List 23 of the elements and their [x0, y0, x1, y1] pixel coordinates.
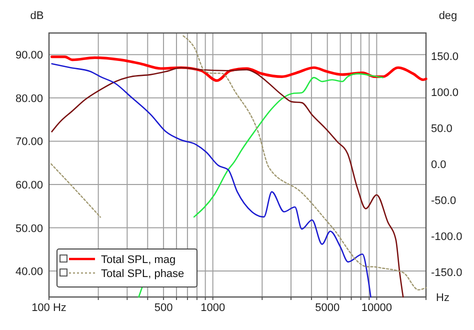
y2-tick-label: 150.0: [431, 51, 459, 64]
x-axis-title: Hz: [436, 292, 450, 304]
x-tick-label: 10000: [361, 302, 392, 314]
y-tick-label: 80.00: [15, 92, 43, 105]
y2-tick-label: -50.0: [431, 194, 456, 207]
y-axis-title: dB: [30, 10, 44, 22]
x-tick-label: 5000: [315, 302, 340, 314]
legend-label: Total SPL, phase: [101, 268, 184, 280]
y-tick-label: 40.00: [15, 266, 43, 278]
y-tick-label: 70.00: [15, 136, 43, 148]
x-tick-label: 1000: [200, 302, 226, 314]
y2-tick-label: 100.0: [431, 86, 459, 99]
y2-tick-label: 50.0: [431, 122, 452, 135]
y2-tick-label: -100.0: [431, 230, 462, 243]
x-tick-label: 500: [154, 302, 173, 314]
legend-label: Total SPL, mag: [101, 254, 176, 266]
y2-tick-label: -150.0: [431, 266, 462, 279]
y2-tick-label: 0.0: [431, 158, 446, 171]
y-tick-label: 60.00: [15, 179, 43, 192]
x-tick-label: 100 Hz: [32, 302, 66, 314]
y-tick-label: 90.00: [15, 50, 43, 62]
y-tick-label: 50.00: [15, 222, 43, 235]
y2-axis-title: deg: [438, 10, 458, 22]
